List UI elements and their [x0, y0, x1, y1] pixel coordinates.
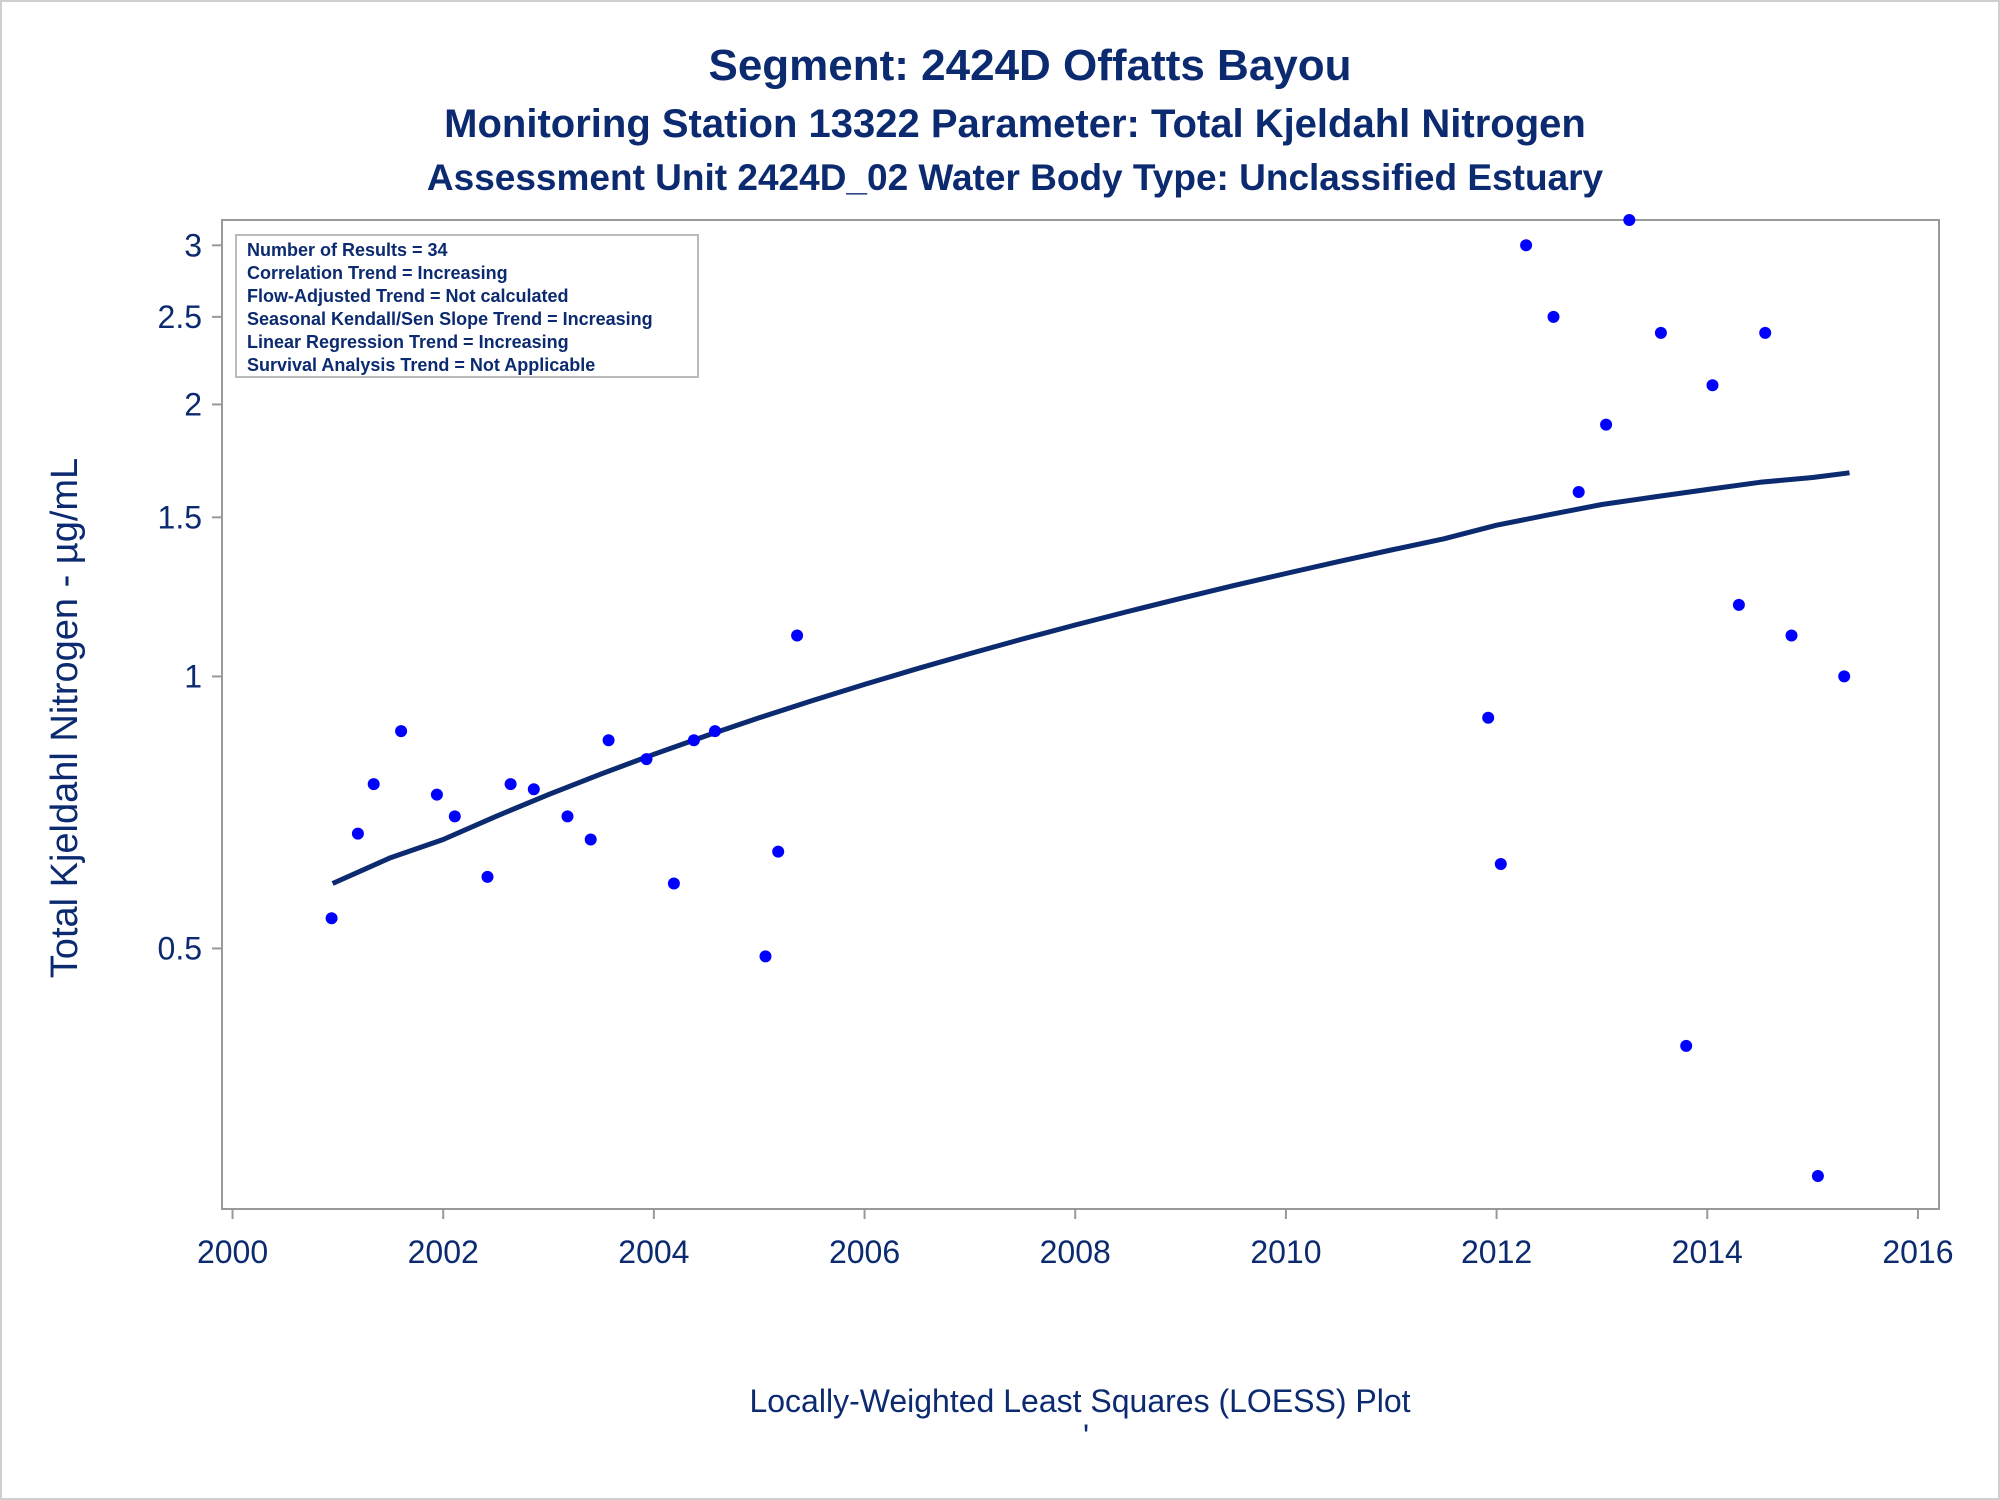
data-point — [504, 778, 517, 791]
data-point — [1494, 858, 1507, 870]
chart-title: Segment: 2424D Offatts Bayou — [708, 41, 1351, 90]
data-point — [395, 725, 408, 738]
data-point — [640, 753, 653, 766]
data-point — [1759, 326, 1772, 339]
stats-line: Correlation Trend = Increasing — [247, 263, 508, 283]
chart-subtitle: Monitoring Station 13322 Parameter: Tota… — [444, 102, 1586, 146]
data-point — [367, 778, 380, 791]
plot-area — [221, 219, 1940, 1210]
stats-box — [235, 234, 699, 378]
y-tick-label: 0.5 — [158, 930, 202, 966]
x-tick-label: 2004 — [618, 1234, 689, 1270]
stats-line: Survival Analysis Trend = Not Applicable — [247, 355, 595, 375]
data-point — [448, 810, 461, 823]
data-point — [561, 810, 574, 823]
data-point — [527, 783, 540, 796]
y-axis-label: Total Kjeldahl Nitrogen - µg/mL — [44, 458, 86, 978]
data-point — [1706, 379, 1719, 392]
data-point — [602, 734, 615, 747]
chart-subtitle-2: Assessment Unit 2424D_02 Water Body Type… — [427, 157, 1604, 198]
data-point — [1623, 214, 1636, 226]
x-tick-label: 2000 — [197, 1234, 268, 1270]
stats-line: Seasonal Kendall/Sen Slope Trend = Incre… — [247, 309, 653, 329]
y-tick-label: 1.5 — [158, 499, 202, 535]
x-tick-label: 2014 — [1672, 1234, 1743, 1270]
stats-box-lines: Number of Results = 34 Correlation Trend … — [247, 240, 653, 375]
data-point — [687, 734, 700, 747]
y-tick-label: 3 — [184, 227, 202, 263]
data-point — [667, 877, 680, 890]
data-point — [1654, 326, 1667, 339]
x-tick-label: 2002 — [408, 1234, 479, 1270]
stats-line: Flow-Adjusted Trend = Not calculated — [247, 286, 569, 306]
data-point — [1680, 1039, 1693, 1052]
footnote-mark: ' — [1083, 1418, 1089, 1454]
x-tick-label: 2008 — [1040, 1234, 1111, 1270]
data-point — [1785, 629, 1798, 642]
y-tick-label: 1 — [184, 658, 202, 694]
footnote: Locally-Weighted Least Squares (LOESS) P… — [749, 1383, 1410, 1419]
y-tick-label: 2 — [184, 386, 202, 422]
data-point — [351, 827, 364, 840]
x-tick-label: 2016 — [1882, 1234, 1953, 1270]
data-point — [481, 870, 494, 883]
x-tick-label: 2010 — [1250, 1234, 1321, 1270]
data-point — [791, 629, 804, 642]
data-point — [1572, 486, 1585, 498]
loess-line — [331, 470, 1850, 886]
data-point — [1732, 598, 1745, 611]
data-point — [772, 845, 785, 858]
data-point — [1520, 239, 1533, 252]
data-point — [1811, 1170, 1824, 1182]
data-point — [325, 912, 338, 925]
data-point — [1482, 711, 1495, 724]
data-point — [1547, 310, 1560, 323]
data-point — [759, 950, 772, 963]
x-tick-label: 2012 — [1461, 1234, 1532, 1270]
data-point — [584, 833, 597, 846]
x-tick-label: 2006 — [829, 1234, 900, 1270]
data-point — [1600, 418, 1613, 431]
x-axis: 2000 2002 2004 2006 2008 2010 2012 2014 2016 — [197, 1209, 1954, 1270]
y-tick-label: 2.5 — [158, 299, 202, 335]
y-axis: 0.5 1 1.5 2 2.5 3 — [158, 227, 222, 966]
data-point — [709, 725, 721, 738]
stats-line: Linear Regression Trend = Increasing — [247, 332, 569, 352]
points-series — [325, 214, 1851, 1182]
stats-line: Number of Results = 34 — [247, 240, 448, 260]
loess-series — [331, 470, 1850, 886]
data-point — [430, 788, 443, 801]
data-point — [1838, 670, 1851, 683]
